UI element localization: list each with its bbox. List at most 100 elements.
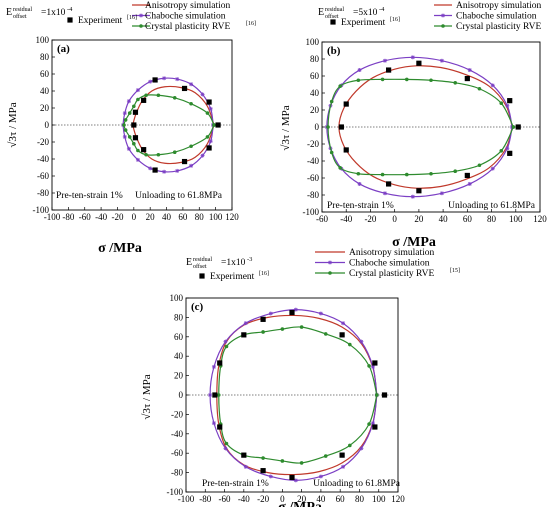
data-point (505, 146, 510, 151)
legend-marker (139, 13, 143, 18)
legend-marker (139, 24, 143, 28)
data-point (208, 139, 213, 144)
y-tick-label: -40 (37, 154, 49, 164)
data-point (215, 122, 221, 128)
data-point (175, 77, 180, 82)
x-tick-label: -20 (111, 212, 123, 222)
data-point (318, 474, 323, 479)
offset-label-sup: residual (193, 257, 212, 263)
x-tick-label: 80 (355, 494, 365, 504)
data-point (511, 125, 516, 129)
data-point (243, 464, 248, 469)
series-experiment (338, 60, 521, 194)
data-point (162, 169, 167, 174)
data-point (381, 392, 388, 398)
data-point (189, 144, 193, 149)
offset-label-base: E (318, 7, 324, 18)
data-point (123, 128, 128, 132)
x-tick-label: 20 (414, 214, 424, 224)
data-point (343, 101, 349, 107)
legend-label-experiment: Experiment (78, 16, 123, 26)
data-point (260, 468, 266, 474)
data-point (132, 141, 136, 146)
x-tick-label: -80 (62, 212, 74, 222)
data-point (212, 392, 218, 398)
data-point (212, 123, 216, 127)
data-point (467, 181, 472, 186)
data-point (206, 145, 212, 151)
y-tick-label: 20 (40, 103, 50, 113)
data-point (464, 172, 470, 179)
y-tick-label: -60 (307, 173, 319, 183)
data-point (144, 152, 148, 157)
legend-label: Crystal plasticity RVE (145, 22, 230, 32)
data-point (126, 146, 131, 151)
legend-marker-experiment (330, 19, 336, 25)
data-point (208, 106, 213, 111)
x-tick-label: 120 (533, 214, 547, 224)
data-point (162, 76, 167, 81)
legend-label-experiment: Experiment (341, 18, 386, 28)
data-point (175, 168, 180, 173)
data-point (217, 360, 223, 366)
panel-label: (c) (191, 301, 204, 313)
y-tick-label: -80 (171, 468, 183, 478)
y-tick-label: 40 (310, 88, 320, 98)
annotation-unloading: Unloading to 61.8MPa (135, 191, 223, 201)
y-tick-label: 80 (174, 312, 184, 322)
data-point (141, 147, 147, 153)
y-tick-label: 0 (45, 120, 50, 130)
data-point (439, 191, 444, 196)
x-axis-label: σ /MPa (278, 500, 322, 507)
data-point (211, 421, 216, 426)
x-tick-label: -80 (199, 494, 211, 504)
legend-label: Chaboche simulation (349, 259, 430, 269)
annotation-pre-strain: Pre-ten-strain 1% (56, 191, 123, 201)
data-point (181, 158, 188, 165)
offset-label-sub: offset (13, 13, 27, 20)
offset-label-sup: residual (325, 7, 344, 13)
offset-label-exp: -4 (67, 6, 73, 13)
y-tick-label: 80 (310, 54, 320, 64)
y-tick-label: 20 (174, 371, 184, 381)
data-point (367, 422, 371, 426)
data-point (132, 109, 139, 115)
data-point (132, 135, 139, 141)
data-point (410, 194, 415, 199)
data-point (189, 101, 193, 106)
x-tick-label: 80 (195, 212, 205, 222)
x-tick-label: -60 (79, 212, 91, 222)
y-tick-label: 20 (310, 105, 320, 115)
y-tick-label: -40 (171, 429, 183, 439)
legend-label: Anisotropy simulation (349, 248, 434, 258)
data-point (299, 461, 304, 465)
y-axis-label: √3τ / MPa (280, 105, 292, 150)
data-point (293, 307, 298, 312)
data-point (338, 166, 342, 170)
data-point (477, 86, 482, 91)
x-tick-label: -100 (44, 212, 61, 222)
data-point (329, 150, 334, 155)
data-point (268, 311, 273, 316)
offset-label-value: =1x10 (221, 258, 246, 268)
data-point (338, 84, 342, 88)
legend-sup: [16] (127, 15, 137, 21)
data-point (156, 152, 161, 157)
y-tick-label: 60 (40, 69, 50, 79)
data-point (338, 124, 344, 130)
data-point (216, 393, 221, 397)
data-point (189, 163, 194, 168)
data-point (326, 125, 330, 129)
legend-sup: [16] (390, 17, 400, 23)
x-tick-label: 120 (391, 494, 405, 504)
data-point (261, 456, 265, 460)
data-point (356, 171, 361, 176)
legend-label: Anisotropy simulation (456, 1, 541, 11)
y-tick-label: -100 (33, 205, 50, 215)
legend-marker (441, 24, 445, 28)
data-point (404, 77, 409, 82)
data-point (323, 332, 328, 336)
data-point (507, 98, 513, 104)
data-point (453, 169, 458, 173)
